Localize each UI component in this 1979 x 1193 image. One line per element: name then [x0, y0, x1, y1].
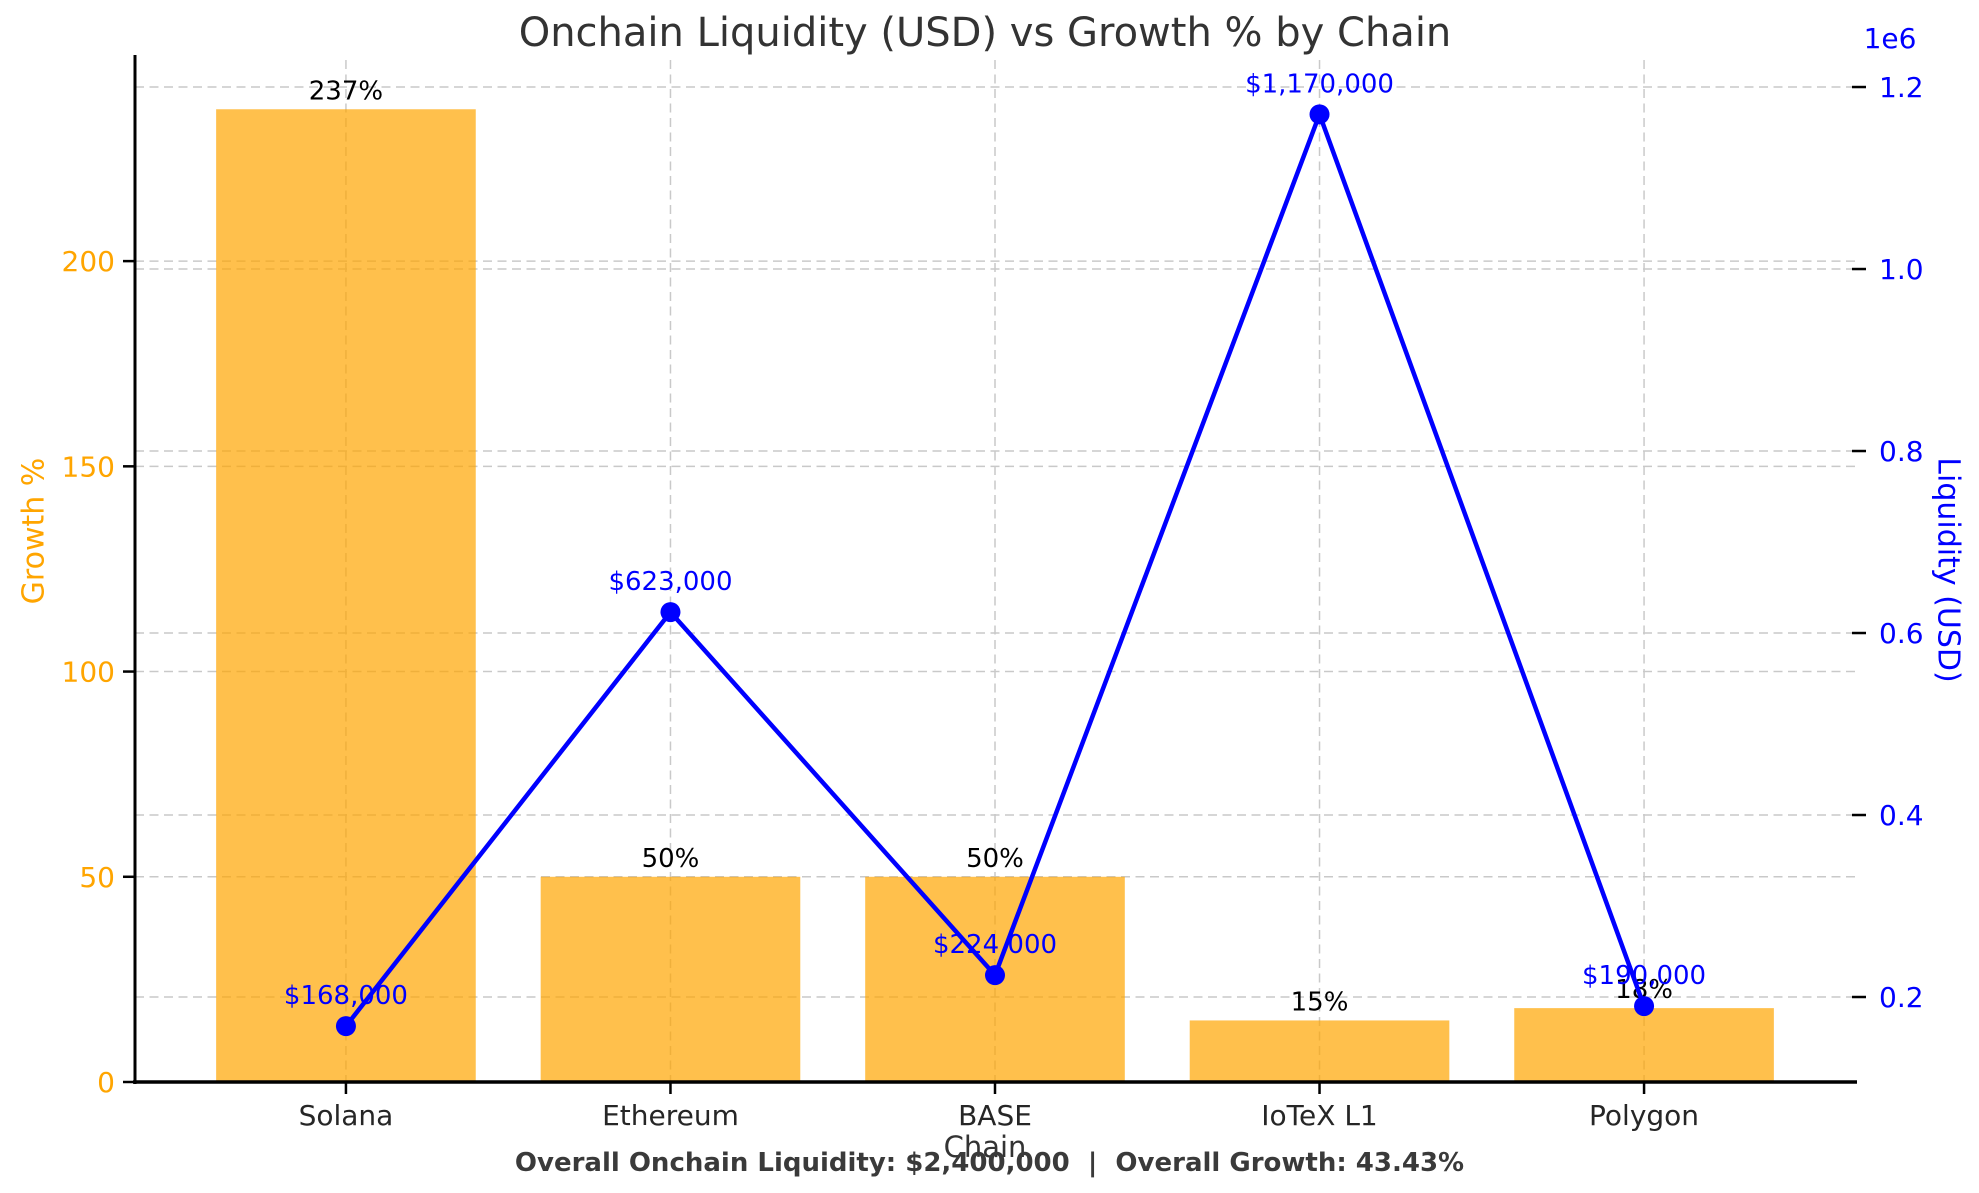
right-axis-label: Liquidity (USD) — [1930, 457, 1966, 683]
right-tick-label: 1.2 — [1879, 71, 1924, 104]
liquidity-point-solana — [335, 1016, 356, 1037]
bar-value-label: 15% — [1291, 987, 1349, 1017]
liquidity-point-polygon — [1634, 996, 1655, 1017]
footer-stats: Overall Onchain Liquidity: $2,400,000 | … — [514, 1148, 1465, 1178]
left-tick-label: 150 — [62, 450, 115, 483]
left-axis-label: Growth % — [16, 457, 52, 605]
growth-bar-iotex-l1 — [1189, 1020, 1450, 1082]
liquidity-point-iotex-l1 — [1309, 104, 1330, 125]
left-tick-label: 50 — [79, 861, 115, 894]
bar-value-label: 50% — [642, 844, 700, 874]
point-value-label: $1,170,000 — [1245, 69, 1394, 99]
x-tick-label-base: BASE — [958, 1099, 1032, 1132]
x-tick-label-solana: Solana — [299, 1099, 394, 1132]
right-tick-label: 1.0 — [1879, 253, 1924, 286]
chart-title: Onchain Liquidity (USD) vs Growth % by C… — [518, 10, 1452, 56]
point-value-label: $190,000 — [1582, 961, 1706, 991]
point-value-label: $224,000 — [933, 930, 1057, 960]
right-tick-label: 0.6 — [1879, 617, 1924, 650]
x-axis-label: Chain — [943, 1130, 1027, 1164]
right-tick-label: 0.2 — [1879, 981, 1924, 1014]
right-tick-label: 0.4 — [1879, 799, 1924, 832]
x-tick-label-iotex-l1: IoTeX L1 — [1261, 1099, 1377, 1132]
growth-bar-polygon — [1514, 1008, 1774, 1082]
x-tick-label-ethereum: Ethereum — [602, 1099, 739, 1132]
bar-value-label: 237% — [309, 76, 383, 106]
left-tick-label: 200 — [62, 245, 115, 278]
liquidity-point-base — [985, 965, 1005, 986]
point-value-label: $168,000 — [284, 981, 408, 1011]
point-value-label: $623,000 — [608, 567, 732, 597]
right-tick-label: 0.8 — [1879, 435, 1924, 468]
right-axis-offset-text: 1e6 — [1863, 22, 1917, 55]
liquidity-point-ethereum — [660, 602, 681, 623]
left-tick-label: 0 — [97, 1066, 115, 1099]
growth-bar-solana — [216, 109, 476, 1083]
bar-value-label: 50% — [966, 844, 1024, 874]
x-tick-label-polygon: Polygon — [1589, 1099, 1699, 1132]
left-tick-label: 100 — [62, 656, 115, 689]
growth-bar-ethereum — [540, 876, 801, 1082]
